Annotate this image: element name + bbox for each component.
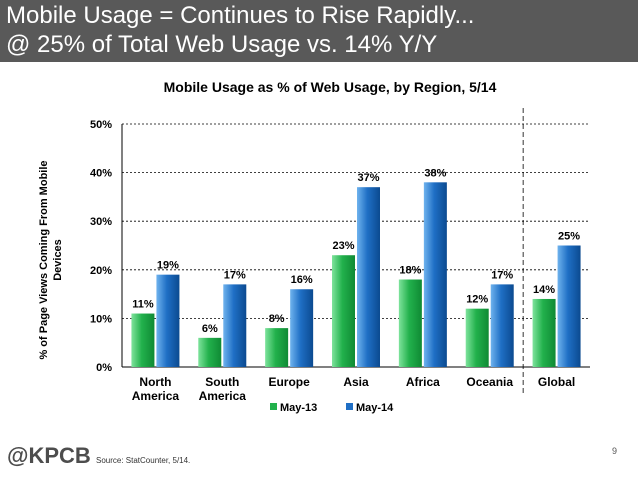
data-label: 11% (132, 299, 154, 311)
data-label: 8% (269, 313, 285, 325)
bar-may-14 (557, 245, 581, 367)
data-label: 6% (202, 323, 218, 335)
data-label: 17% (491, 269, 513, 281)
y-tick-label: 40% (90, 168, 112, 180)
data-label: 37% (357, 172, 379, 184)
slide-title-line-2: @ 25% of Total Web Usage vs. 14% Y/Y (6, 31, 438, 58)
data-label: 25% (558, 231, 580, 243)
kpcb-logo: @KPCB (7, 443, 91, 468)
y-tick-label: 0% (96, 362, 112, 374)
data-label: 23% (332, 240, 354, 252)
data-label: 38% (424, 167, 446, 179)
data-label: 12% (466, 294, 488, 306)
x-tick-label: Asia (343, 375, 369, 389)
bar-may-13 (265, 328, 289, 367)
bar-may-13 (465, 308, 489, 367)
bar-may-14 (290, 289, 314, 367)
title-banner: Mobile Usage = Continues to Rise Rapidly… (0, 0, 638, 62)
bar-may-13 (398, 279, 422, 367)
y-tick-label: 30% (90, 216, 112, 228)
bar-may-13 (131, 313, 155, 367)
chart-title: Mobile Usage as % of Web Usage, by Regio… (164, 79, 497, 95)
bar-may-14 (156, 274, 180, 367)
bar-may-13 (332, 255, 355, 367)
bar-may-14 (357, 187, 380, 367)
source-note: Source: StatCounter, 5/14. (96, 456, 191, 465)
x-tick-label: South (205, 375, 239, 389)
x-tick-label: Africa (406, 375, 440, 389)
x-tick-label: Oceania (466, 375, 513, 389)
bar-may-13 (532, 298, 556, 367)
page-number: 9 (612, 446, 618, 456)
y-tick-label: 50% (90, 119, 112, 131)
y-axis-title: Devices (52, 239, 64, 281)
y-tick-label: 10% (90, 313, 112, 325)
bar-may-14 (490, 284, 514, 367)
bar-may-13 (198, 337, 222, 367)
y-tick-label: 20% (90, 265, 112, 277)
bar-may-14 (223, 284, 247, 367)
data-label: 17% (224, 269, 246, 281)
x-tick-label: Global (538, 375, 575, 389)
legend-label-may-14: May-14 (356, 402, 394, 414)
slide-title-line-1: Mobile Usage = Continues to Rise Rapidly… (6, 2, 475, 29)
data-label: 19% (157, 260, 179, 272)
legend-label-may-13: May-13 (280, 402, 317, 414)
y-axis-title: % of Page Views Coming From Mobile (38, 160, 50, 359)
data-label: 18% (399, 265, 421, 277)
x-tick-label: America (199, 389, 247, 403)
x-tick-label: America (132, 389, 180, 403)
legend-swatch-may-13 (270, 403, 277, 410)
x-tick-label: North (139, 375, 171, 389)
legend-swatch-may-14 (346, 403, 353, 410)
x-tick-label: Europe (268, 375, 310, 389)
data-label: 14% (533, 284, 555, 296)
data-label: 16% (291, 274, 313, 286)
bar-may-14 (423, 182, 447, 367)
